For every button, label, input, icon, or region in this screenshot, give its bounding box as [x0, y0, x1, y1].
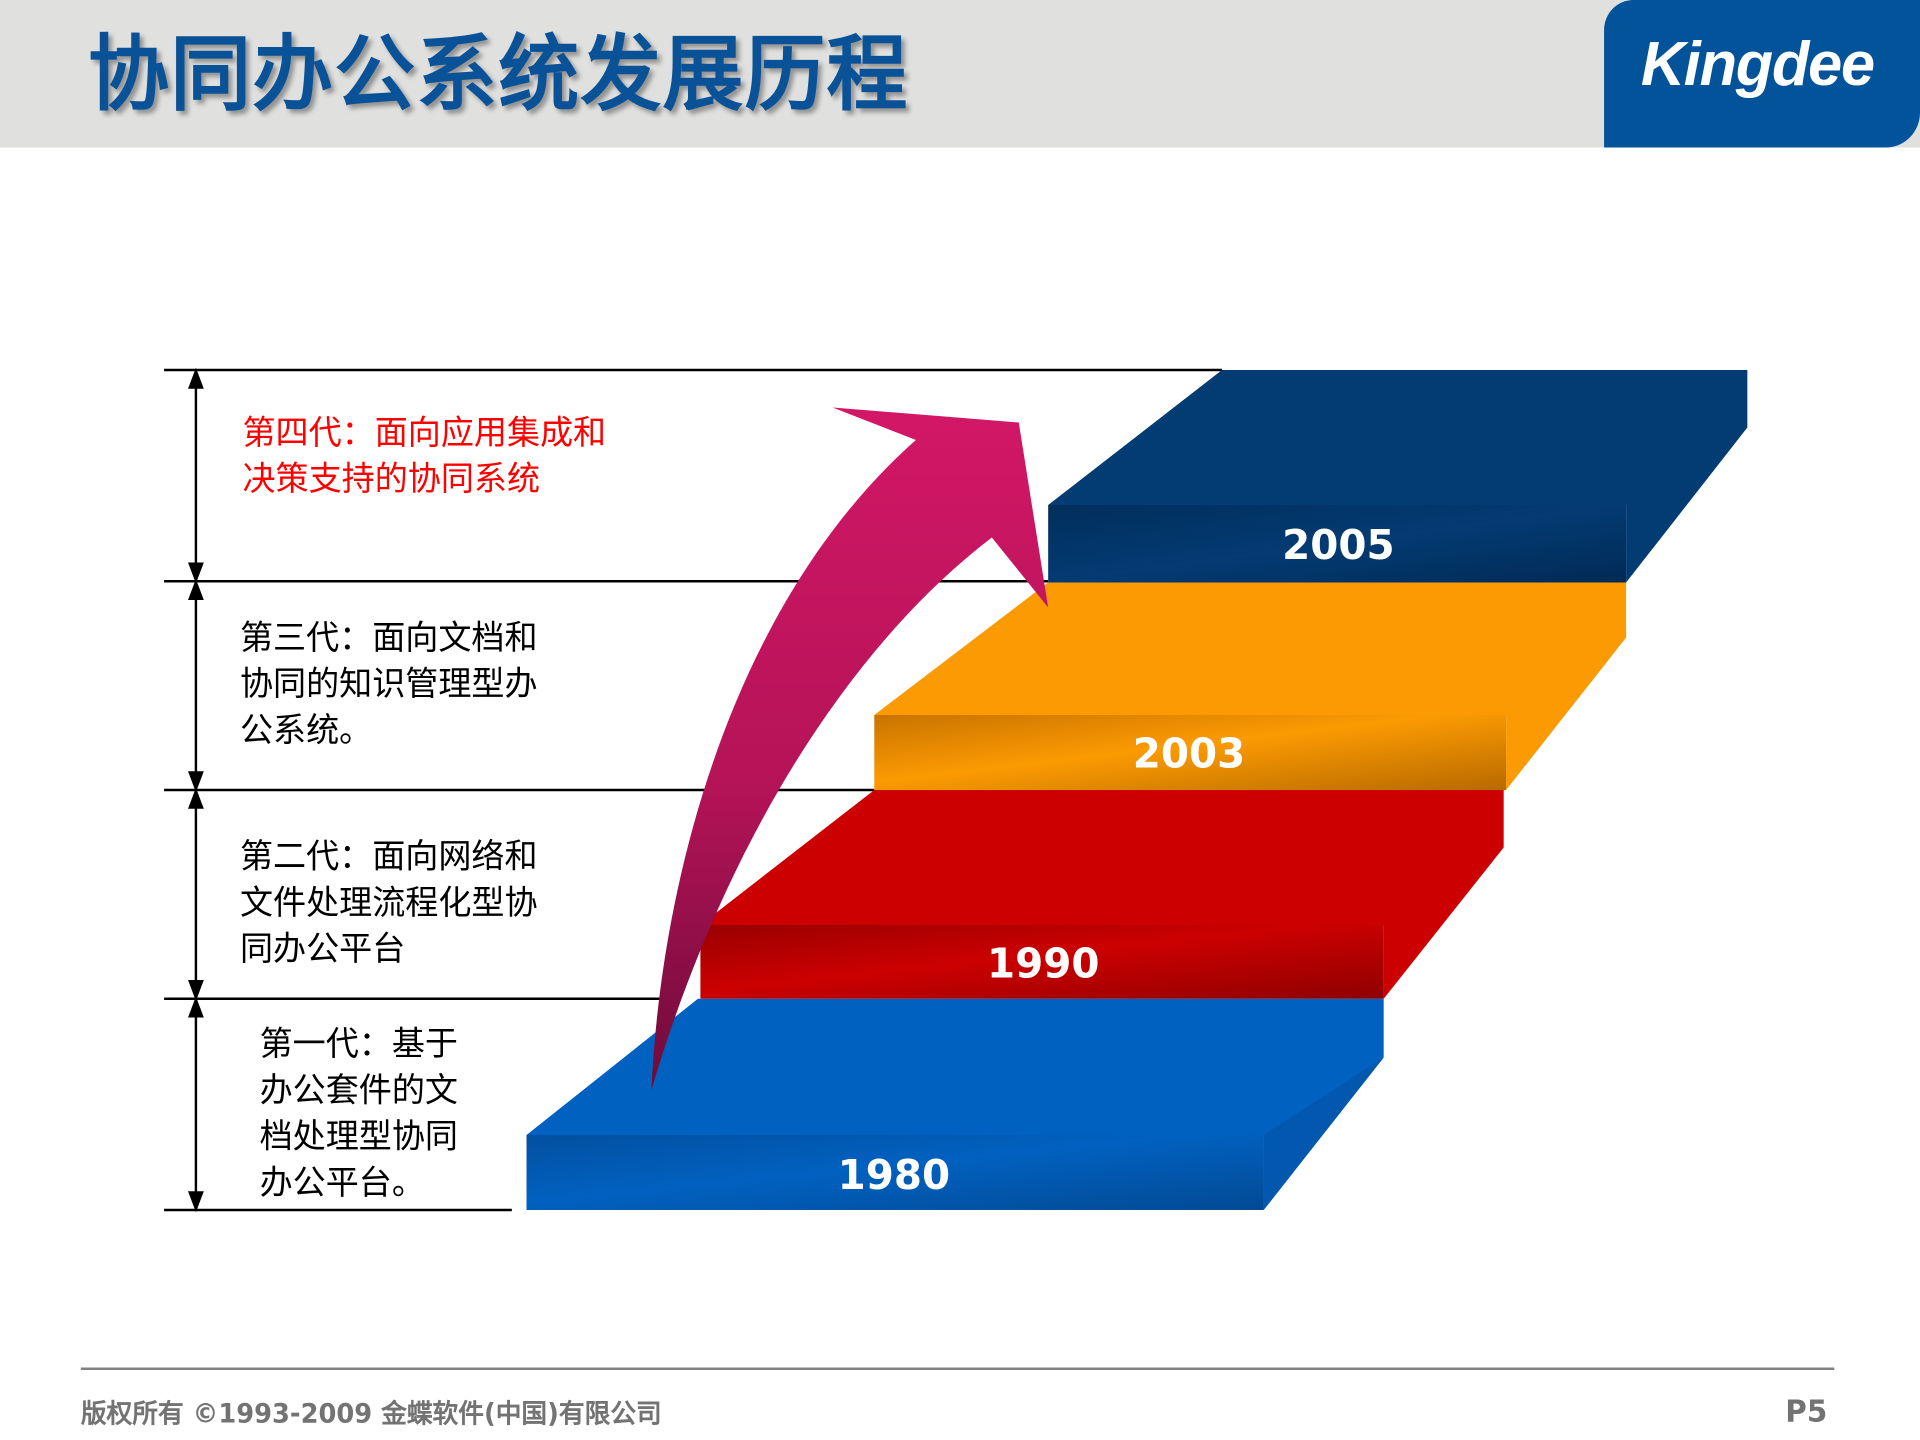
generation-2-label: 第二代：面向网络和 文件处理流程化型协 同办公平台: [240, 837, 538, 969]
page-title: 协同办公系统发展历程: [88, 26, 909, 123]
header-bar: 协同办公系统发展历程 Kingdee: [0, 0, 1920, 148]
year-1990: 1990: [987, 938, 1100, 988]
step-2005: [1048, 370, 1748, 583]
generation-3-label: 第三代：面向文档和 协同的知识管理型办 公系统。: [240, 618, 538, 750]
logo-text: Kingdee: [1640, 28, 1875, 99]
growth-arrow-icon: [651, 407, 1049, 1090]
year-1980: 1980: [837, 1150, 951, 1199]
page-number: P5: [1785, 1393, 1828, 1429]
generation-4-label: 第四代：面向应用集成和 决策支持的协同系统: [242, 413, 607, 499]
dimension-arrows: [188, 367, 204, 1213]
generation-1-label: 第一代：基于 办公套件的文 档处理型协同 办公平台。: [259, 1025, 458, 1203]
year-2003: 2003: [1132, 728, 1246, 778]
step-2003: [874, 582, 1627, 790]
kingdee-logo: Kingdee: [1604, 0, 1920, 148]
year-2005: 2005: [1282, 520, 1395, 569]
step-1980: [526, 998, 1384, 1210]
copyright-text: 版权所有 ©1993-2009 金蝶软件(中国)有限公司: [80, 1398, 662, 1429]
step-1990: [700, 790, 1504, 999]
footer-divider: [80, 1367, 1835, 1370]
